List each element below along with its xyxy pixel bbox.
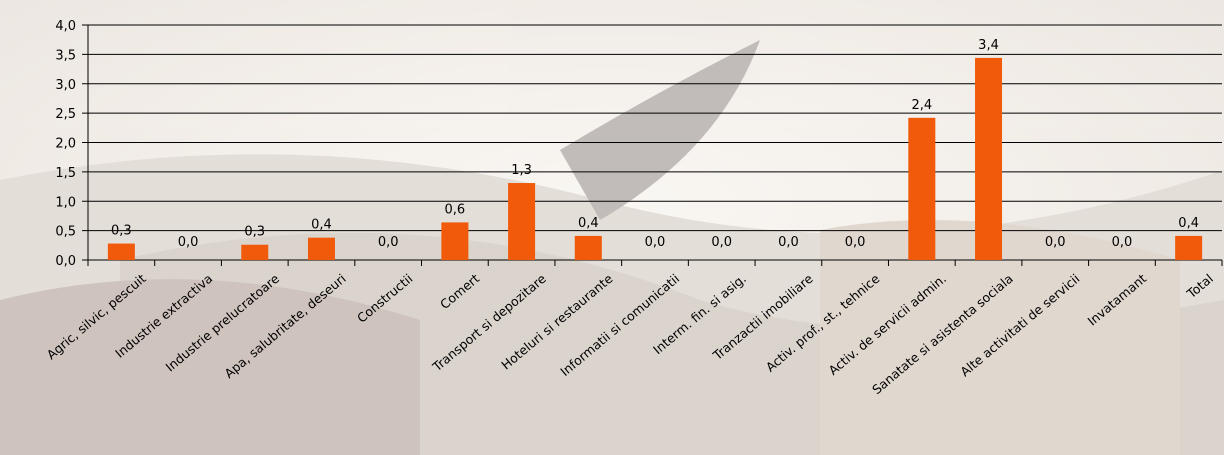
y-tick-label: 3,0 <box>55 78 76 93</box>
data-label: 0,4 <box>1178 216 1199 231</box>
data-label: 3,4 <box>978 38 999 53</box>
data-label: 0,4 <box>311 218 332 233</box>
data-label: 0,3 <box>111 224 132 239</box>
bar <box>107 243 135 260</box>
y-tick-label: 3,5 <box>55 48 76 63</box>
data-label: 0,4 <box>578 216 599 231</box>
data-label: 0,6 <box>445 202 466 217</box>
bar <box>1175 235 1203 260</box>
y-tick-label: 1,0 <box>55 195 76 210</box>
data-label: 0,0 <box>178 235 199 250</box>
y-tick-label: 1,5 <box>55 166 76 181</box>
data-labels: 0,3 0,0 0,3 0,4 0,0 0,6 1,3 0,4 0,0 0,0 0,0 0,0 2,4 3… <box>111 38 1199 250</box>
y-tick-label: 2,5 <box>55 107 76 122</box>
bar <box>574 235 602 260</box>
bar <box>508 183 536 260</box>
y-tick-label: 4,0 <box>55 19 76 34</box>
bar <box>241 244 269 260</box>
gridlines <box>82 24 1223 266</box>
data-label: 0,0 <box>1112 235 1133 250</box>
bar <box>975 57 1003 261</box>
y-tick-label: 0,5 <box>55 225 76 240</box>
y-tick-label: 2,0 <box>55 137 76 152</box>
data-label: 0,0 <box>1045 235 1066 250</box>
bar <box>441 222 469 260</box>
data-label: 2,4 <box>911 98 932 113</box>
data-label: 0,0 <box>711 235 732 250</box>
data-label: 0,0 <box>645 235 666 250</box>
bar <box>908 117 936 260</box>
data-label: 1,3 <box>511 163 532 178</box>
data-label: 0,3 <box>244 225 265 240</box>
bars <box>107 57 1203 261</box>
data-label: 0,0 <box>778 235 799 250</box>
data-label: 0,0 <box>845 235 866 250</box>
data-label: 0,0 <box>378 235 399 250</box>
y-tick-label: 0,0 <box>55 254 76 269</box>
bar <box>307 237 335 260</box>
y-axis-ticks: 0,0 0,5 1,0 1,5 2,0 2,5 3,0 3,5 4,0 <box>55 19 76 269</box>
